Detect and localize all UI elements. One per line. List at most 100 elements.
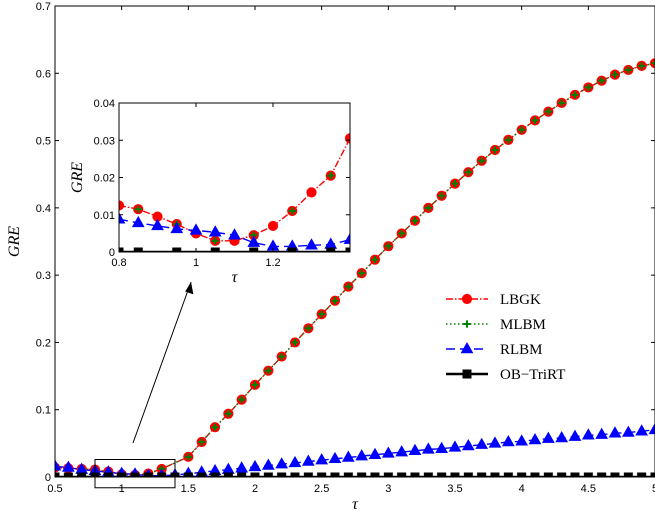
inset-point-rlbm <box>189 223 203 235</box>
inset-point-lbgk <box>267 220 279 232</box>
main-point-rlbm <box>301 454 315 466</box>
main-point-mlbm <box>384 242 392 250</box>
main-point-obtrirt <box>343 472 353 477</box>
main-point-mlbm <box>518 126 526 134</box>
main-point-mlbm <box>544 108 552 116</box>
main-xtick-label: 3.5 <box>447 483 462 495</box>
main-point-obtrirt <box>77 472 87 477</box>
main-point-mlbm <box>558 99 566 107</box>
legend-marker <box>463 320 471 328</box>
main-point-obtrirt <box>530 472 540 477</box>
legend-label: RLBM <box>500 342 543 358</box>
main-point-obtrirt <box>570 472 580 477</box>
main-point-obtrirt <box>437 472 447 477</box>
main-point-mlbm <box>331 297 339 305</box>
legend: LBGK MLBM RLBM OB−TriRT <box>446 292 565 383</box>
main-point-mlbm <box>424 204 432 212</box>
main-point-obtrirt <box>477 472 487 477</box>
main-xtick-label: 2.5 <box>314 483 329 495</box>
main-point-mlbm <box>371 256 379 264</box>
zoom-region-box <box>94 459 176 489</box>
inset-point-obtrirt <box>172 247 182 252</box>
main-point-obtrirt <box>637 472 647 477</box>
legend-label: LBGK <box>500 292 541 308</box>
main-point-mlbm <box>198 438 206 446</box>
main-point-rlbm <box>608 426 622 438</box>
main-point-obtrirt <box>543 472 553 477</box>
main-point-rlbm <box>541 431 555 443</box>
main-point-rlbm <box>368 447 382 460</box>
inset-ytick-label: 0.03 <box>94 135 115 147</box>
main-point-rlbm <box>648 422 655 435</box>
main-point-mlbm <box>651 59 655 67</box>
main-point-obtrirt <box>143 472 153 477</box>
main-ytick-label: 0 <box>45 472 51 484</box>
main-point-obtrirt <box>357 472 367 477</box>
main-point-rlbm <box>475 437 489 449</box>
main-point-mlbm <box>318 310 326 318</box>
inset-ytick-label: 0.04 <box>94 98 115 110</box>
legend-label: MLBM <box>500 317 546 333</box>
main-point-obtrirt <box>463 472 473 477</box>
main-point-rlbm <box>328 451 342 464</box>
inset-series-layer <box>119 133 350 252</box>
inset-point-rlbm <box>247 235 261 247</box>
inset-xtick-label: 1.2 <box>265 257 280 269</box>
main-point-rlbm <box>315 453 329 465</box>
main-point-obtrirt <box>157 472 167 477</box>
main-point-obtrirt <box>277 472 287 477</box>
main-point-mlbm <box>571 91 579 99</box>
main-point-obtrirt <box>423 472 433 477</box>
main-point-mlbm <box>264 367 272 375</box>
main-point-rlbm <box>55 459 62 471</box>
main-point-obtrirt <box>237 472 247 477</box>
main-point-rlbm <box>621 425 635 437</box>
main-point-mlbm <box>438 192 446 200</box>
inset-point-obtrirt <box>119 247 124 252</box>
main-point-obtrirt <box>397 472 407 477</box>
main-point-obtrirt <box>597 472 607 477</box>
main-point-mlbm <box>344 282 352 291</box>
main-ytick-label: 0.3 <box>36 270 51 282</box>
inset-point-obtrirt <box>210 247 220 252</box>
legend-label: OB−TriRT <box>500 367 565 383</box>
main-point-rlbm <box>448 440 462 452</box>
main-point-mlbm <box>584 83 592 92</box>
main-point-rlbm <box>235 461 249 473</box>
main-point-obtrirt <box>490 472 500 477</box>
legend-marker <box>460 341 474 354</box>
main-point-mlbm <box>451 180 459 188</box>
inset-point-rlbm <box>170 221 184 234</box>
main-point-rlbm <box>395 445 409 457</box>
inset-point-rlbm <box>119 212 126 224</box>
main-point-obtrirt <box>63 472 73 477</box>
main-xtick-label: 4.5 <box>581 483 596 495</box>
main-point-rlbm <box>555 430 569 443</box>
main-point-mlbm <box>238 396 246 404</box>
inset-y-axis-label: GRE <box>69 162 86 193</box>
inset-point-obtrirt <box>326 247 336 252</box>
main-point-rlbm <box>275 457 289 469</box>
main-point-obtrirt <box>557 472 567 477</box>
main-point-rlbm <box>381 446 395 458</box>
inset-x-axis-label: τ <box>232 269 239 286</box>
main-point-rlbm <box>261 458 275 470</box>
inset-xtick-label: 0.8 <box>111 257 126 269</box>
main-ytick-label: 0.5 <box>36 136 51 148</box>
main-ytick-label: 0.7 <box>36 1 51 13</box>
main-point-rlbm <box>248 459 262 472</box>
main-point-obtrirt <box>503 472 513 477</box>
main-point-mlbm <box>358 269 366 277</box>
main-point-mlbm <box>504 136 512 144</box>
main-point-mlbm <box>304 324 312 332</box>
main-point-obtrirt <box>303 472 313 477</box>
inset-point-obtrirt <box>249 247 259 252</box>
main-point-rlbm <box>595 427 609 439</box>
main-series-layer <box>55 58 655 477</box>
main-panel: 0.5 1 1.5 2 2.5 3 3.5 4 4.5 5 0 0.1 0.2 0.3 0.4 0.5 0.6 0… <box>6 1 655 513</box>
main-point-rlbm <box>515 434 529 446</box>
main-point-rlbm <box>568 429 582 441</box>
inset-ytick-label: 0.02 <box>94 173 115 185</box>
main-point-rlbm <box>341 450 355 462</box>
